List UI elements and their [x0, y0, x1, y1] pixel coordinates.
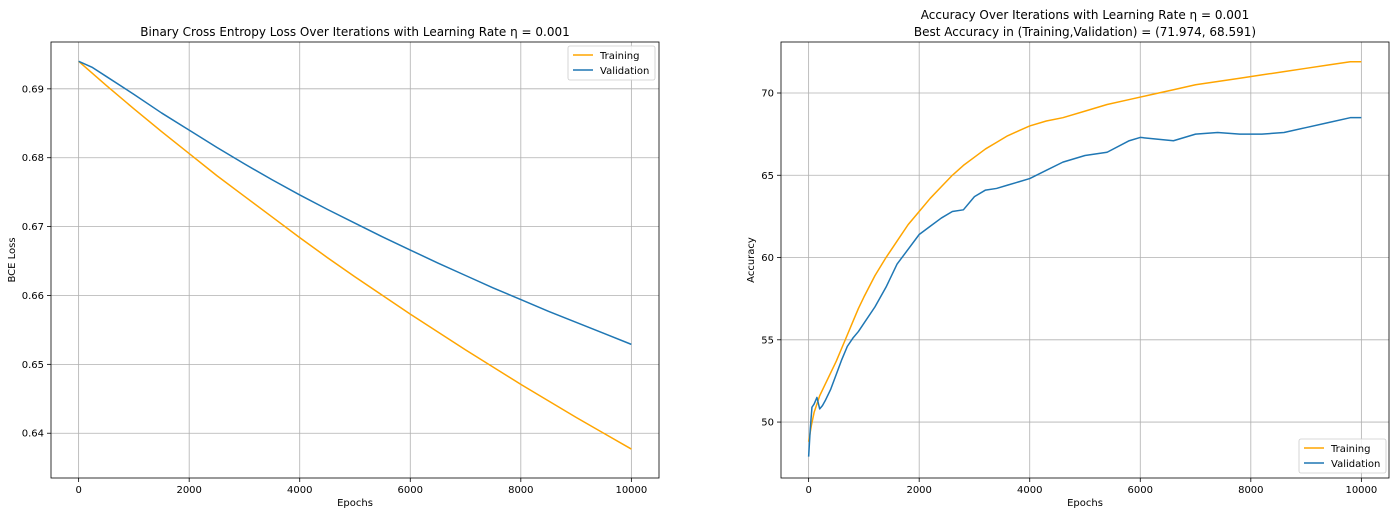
bce-loss-ylabel: BCE Loss	[7, 237, 18, 282]
accuracy-xtick-label: 6000	[1128, 485, 1153, 496]
bce-loss-ytick-label: 0.67	[22, 222, 44, 233]
accuracy-ylabel: Accuracy	[746, 237, 757, 283]
accuracy-legend-validation-label: Validation	[1331, 459, 1380, 470]
accuracy-axes-frame	[780, 41, 1390, 479]
accuracy-xtick-label: 10000	[1345, 485, 1377, 496]
bce-loss-series	[78, 60, 632, 450]
accuracy-ytick-label: 60	[761, 253, 774, 264]
accuracy-subtitle: Best Accuracy in (Training,Validation) =…	[914, 25, 1256, 39]
accuracy-ytick-label: 65	[761, 171, 774, 182]
bce-loss-axes-frame	[50, 41, 660, 479]
bce-loss-ytick-label: 0.68	[22, 153, 44, 164]
accuracy-xlabel: Epochs	[1067, 498, 1103, 509]
bce-loss-ticks: 0 2000 4000 6000 8000 10000 0.64 0.65 0.66 0.67 0.…	[22, 84, 648, 496]
bce-loss-legend-validation-label: Validation	[600, 66, 649, 77]
bce-loss-xlabel: Epochs	[337, 498, 373, 509]
bce-loss-training-line	[78, 60, 632, 450]
bce-loss-validation-line	[78, 60, 632, 346]
bce-loss-xtick-label: 6000	[398, 485, 423, 496]
accuracy-ticks: 0 2000 4000 6000 8000 10000 50 55 60 65 70	[761, 89, 1377, 496]
bce-loss-grid	[51, 42, 659, 478]
accuracy-title: Accuracy Over Iterations with Learning R…	[921, 8, 1249, 22]
bce-loss-legend-training-label: Training	[599, 51, 639, 62]
bce-loss-xtick-label: 0	[75, 485, 81, 496]
bce-loss-xtick-label: 4000	[287, 485, 312, 496]
accuracy-ytick-label: 50	[761, 418, 774, 429]
accuracy-ytick-label: 55	[761, 335, 774, 346]
accuracy-xtick-label: 8000	[1238, 485, 1263, 496]
accuracy-training-line	[807, 60, 1362, 442]
bce-loss-xtick-label: 2000	[176, 485, 201, 496]
bce-loss-plot: Binary Cross Entropy Loss Over Iteration…	[7, 25, 660, 509]
bce-loss-xtick-label: 8000	[508, 485, 533, 496]
bce-loss-xtick-label: 10000	[615, 485, 647, 496]
accuracy-series	[807, 60, 1362, 457]
bce-loss-ytick-label: 0.65	[22, 360, 44, 371]
bce-loss-ytick-label: 0.66	[22, 291, 44, 302]
bce-loss-legend: Training Validation	[567, 45, 656, 81]
bce-loss-title: Binary Cross Entropy Loss Over Iteration…	[140, 25, 569, 39]
accuracy-plot: Accuracy Over Iterations with Learning R…	[746, 8, 1390, 509]
accuracy-legend-training-label: Training	[1330, 444, 1370, 455]
bce-loss-ytick-label: 0.69	[22, 84, 44, 95]
accuracy-grid	[781, 42, 1389, 478]
accuracy-legend: Training Validation	[1298, 438, 1387, 474]
accuracy-xtick-label: 2000	[906, 485, 931, 496]
accuracy-validation-line	[807, 116, 1362, 457]
accuracy-xtick-label: 4000	[1017, 485, 1042, 496]
accuracy-ytick-label: 70	[761, 89, 774, 100]
accuracy-xtick-label: 0	[805, 485, 811, 496]
bce-loss-ytick-label: 0.64	[22, 429, 44, 440]
